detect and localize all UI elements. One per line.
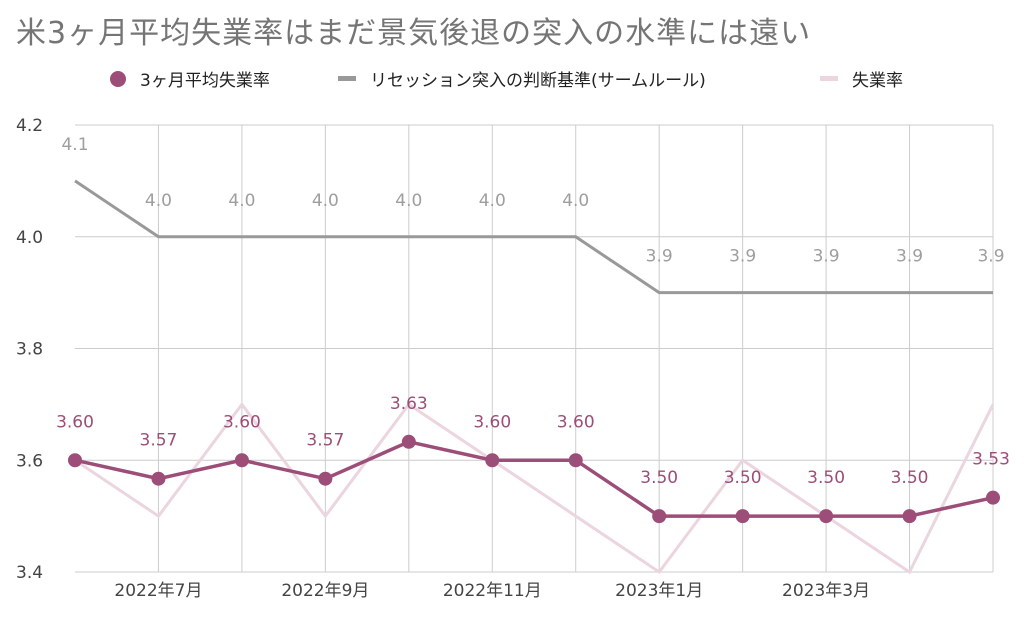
- data-point-3m-average: [234, 453, 249, 468]
- data-label-3m-average: 3.63: [390, 394, 428, 414]
- legend-dot-icon: [110, 70, 126, 87]
- data-point-3m-average: [401, 434, 416, 449]
- data-label-3m-average: 3.50: [807, 468, 845, 488]
- data-point-3m-average: [652, 509, 667, 524]
- data-point-3m-average: [568, 453, 583, 468]
- legend-line-icon: [338, 76, 356, 81]
- data-label-sahm: 3.9: [896, 247, 923, 267]
- x-tick-label: 2022年11月: [443, 581, 542, 601]
- legend-item-sahm[interactable]: リセッション突入の判断基準(サームルール): [338, 66, 706, 91]
- data-point-3m-average: [902, 509, 917, 524]
- y-tick-label: 4.0: [16, 228, 43, 248]
- data-label-3m-average: 3.50: [891, 468, 929, 488]
- data-label-sahm: 3.9: [977, 247, 1004, 267]
- legend-label-avg: 3ヶ月平均失業率: [140, 71, 270, 91]
- data-label-sahm: 4.0: [228, 191, 255, 211]
- chart-title: 米3ヶ月平均失業率はまだ景気後退の突入の水準には遠い: [16, 16, 812, 51]
- series-line-unemployment: [74, 401, 995, 575]
- data-label-sahm: 4.0: [479, 191, 506, 211]
- data-label-sahm: 3.9: [729, 247, 756, 267]
- data-point-3m-average: [68, 453, 82, 468]
- data-label-sahm: 4.0: [145, 191, 172, 211]
- x-tick-label: 2022年7月: [114, 581, 202, 601]
- data-label-3m-average: 3.50: [640, 468, 678, 488]
- legend-line-icon: [820, 76, 838, 81]
- data-label-3m-average: 3.57: [140, 431, 178, 451]
- data-label-sahm: 4.0: [395, 191, 422, 211]
- data-label-3m-average: 3.60: [56, 412, 94, 432]
- data-label-3m-average: 3.60: [473, 412, 511, 432]
- legend-label-unemp: 失業率: [852, 71, 903, 91]
- legend-item-avg[interactable]: 3ヶ月平均失業率: [110, 66, 270, 91]
- y-tick-label: 3.8: [16, 340, 43, 360]
- x-tick-label: 2023年3月: [782, 581, 870, 601]
- data-label-sahm: 3.9: [646, 247, 673, 267]
- data-label-3m-average: 3.60: [223, 412, 261, 432]
- y-tick-label: 4.2: [16, 116, 43, 136]
- data-label-sahm: 3.9: [813, 247, 840, 267]
- legend: 3ヶ月平均失業率 リセッション突入の判断基準(サームルール) 失業率: [0, 66, 1024, 96]
- data-point-3m-average: [819, 509, 834, 524]
- data-point-3m-average: [151, 471, 166, 486]
- data-label-sahm: 4.0: [312, 191, 339, 211]
- series-line-3m-average: [74, 439, 994, 518]
- x-tick-label: 2022年9月: [281, 581, 369, 601]
- legend-item-unemp[interactable]: 失業率: [820, 66, 903, 91]
- y-tick-label: 3.4: [16, 563, 43, 583]
- data-label-sahm: 4.0: [562, 191, 589, 211]
- data-point-3m-average: [485, 453, 500, 468]
- data-label-3m-average: 3.50: [724, 468, 762, 488]
- x-tick-label: 2023年1月: [615, 581, 703, 601]
- series-line-sahm-rule: [74, 179, 993, 295]
- data-label-3m-average: 3.60: [557, 412, 595, 432]
- y-tick-label: 3.6: [16, 451, 43, 471]
- data-point-3m-average: [986, 490, 1000, 505]
- data-label-3m-average: 3.53: [972, 450, 1010, 470]
- data-label-sahm: 4.1: [61, 135, 88, 155]
- data-label-3m-average: 3.57: [306, 431, 344, 451]
- legend-label-sahm: リセッション突入の判断基準(サームルール): [370, 71, 706, 91]
- data-point-3m-average: [735, 509, 750, 524]
- data-point-3m-average: [318, 471, 333, 486]
